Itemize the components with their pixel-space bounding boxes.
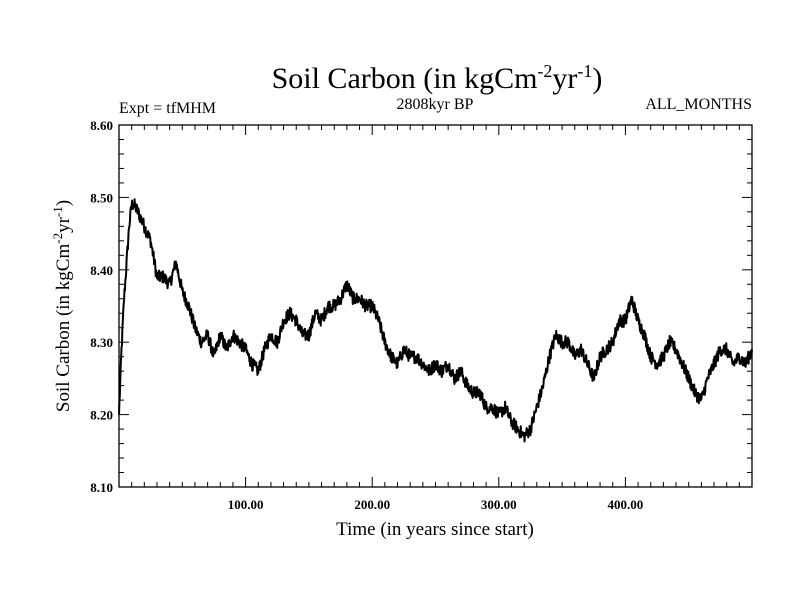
period-label: 2808kyr BP [397,96,474,113]
plot-frame [118,124,753,488]
months-label: ALL_MONTHS [645,96,752,113]
x-tick-label: 200.00 [354,497,390,512]
y-tick-label: 8.40 [90,263,113,278]
y-tick-label: 8.60 [90,118,113,133]
y-tick-label: 8.20 [90,408,113,423]
experiment-label: Expt = tfMHM [119,100,216,117]
y-tick-label: 8.50 [90,190,113,205]
x-axis-label: Time (in years since start) [336,519,534,540]
y-axis-label: Soil Carbon (in kgCm-2yr-1) [50,200,74,412]
axis-tick-labels: 100.00 200.00 300.00 400.00 8.10 8.20 8.30 8.40… [90,118,643,512]
series-line-soil-carbon [118,198,753,443]
x-tick-label: 100.00 [228,497,264,512]
y-tick-label: 8.10 [90,480,113,495]
chart-title: Soil Carbon (in kgCm-2yr-1) [272,61,603,95]
plot-area: 100.00 200.00 300.00 400.00 8.10 8.20 8.30 8.40… [90,118,753,512]
x-tick-label: 300.00 [481,497,517,512]
y-tick-label: 8.30 [90,335,113,350]
x-tick-label: 400.00 [608,497,644,512]
axis-ticks [119,124,752,488]
